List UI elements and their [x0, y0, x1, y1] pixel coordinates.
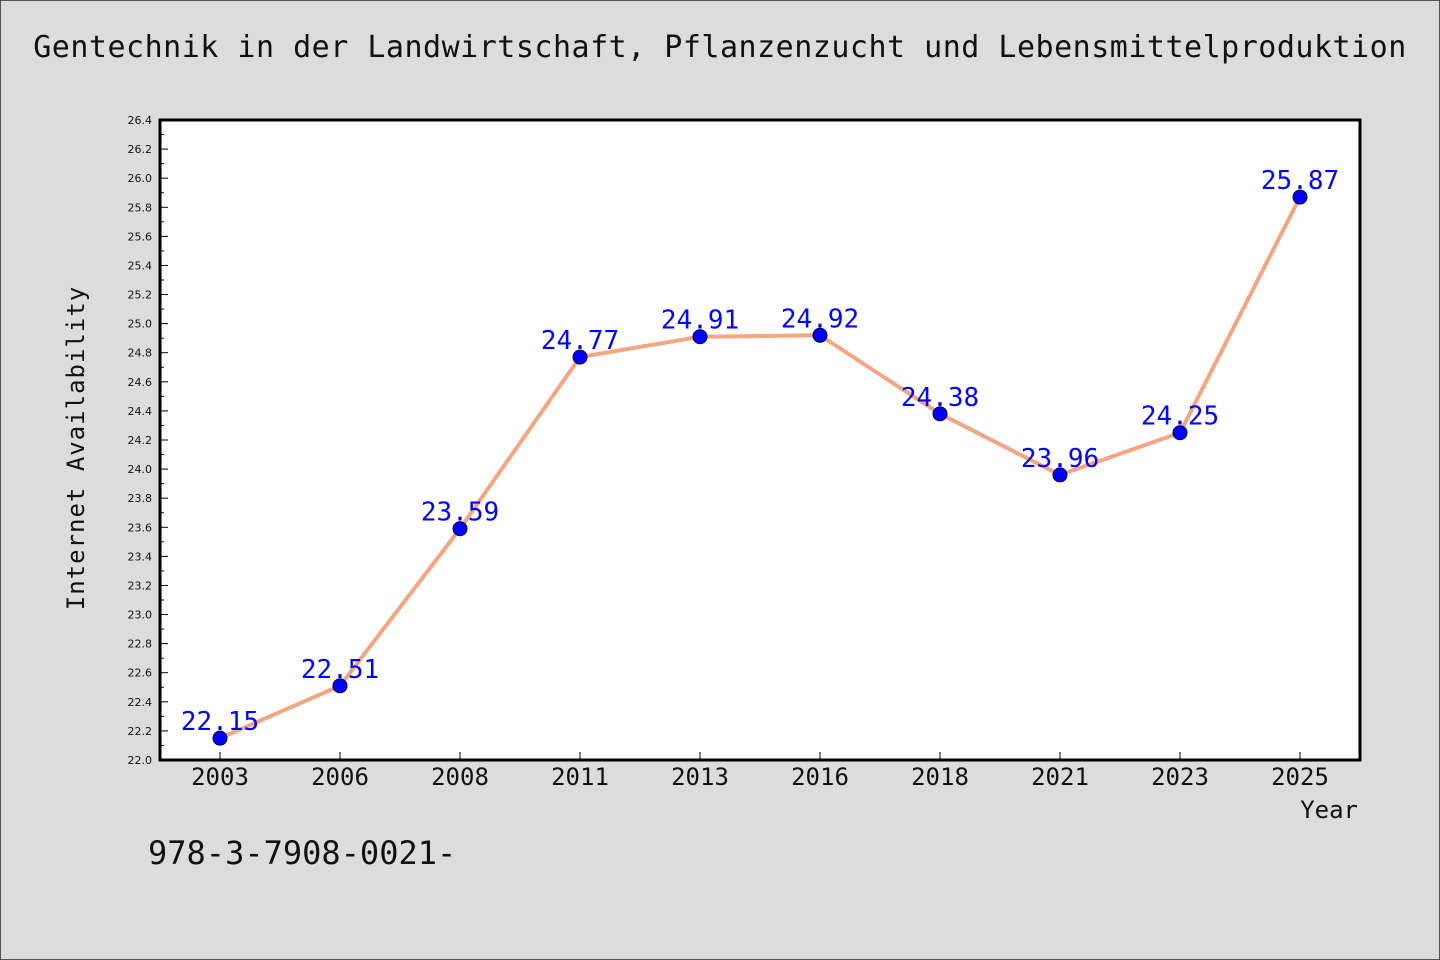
chart-title: Gentechnik in der Landwirtschaft, Pflanz… [33, 30, 1407, 65]
x-tick-label: 2006 [311, 763, 369, 791]
y-tick-label: 25.8 [128, 201, 153, 214]
data-point [572, 349, 588, 365]
y-tick-label: 23.0 [128, 609, 153, 622]
x-tick-label: 2003 [191, 763, 249, 791]
series-line [219, 196, 1302, 741]
data-point [212, 730, 228, 746]
data-label: 23.96 [1021, 444, 1099, 474]
data-label: 23.59 [421, 498, 499, 528]
data-point [1052, 467, 1068, 483]
footer-code: 978-3-7908-0021- [148, 834, 457, 872]
y-tick-label: 25.4 [128, 259, 153, 272]
y-tick-label: 23.4 [128, 550, 153, 563]
x-tick-label: 2018 [911, 763, 969, 791]
y-tick-label: 25.6 [128, 230, 153, 243]
x-tick-label: 2008 [431, 763, 489, 791]
x-tick-label: 2023 [1151, 763, 1209, 791]
x-tick-label: 2021 [1031, 763, 1089, 791]
data-point [332, 678, 348, 694]
y-tick-label: 23.8 [128, 492, 153, 505]
data-label: 24.91 [661, 306, 739, 336]
y-tick-label: 24.4 [128, 405, 153, 418]
data-point [932, 406, 948, 422]
y-tick-label: 22.4 [128, 696, 153, 709]
data-point [812, 327, 828, 343]
y-axis: 22.0 22.2 22.4 22.6 22.8 23.0 23.2 23.4 23.6 23.8… [128, 114, 168, 767]
y-tick-label: 26.4 [128, 114, 153, 127]
x-tick-label: 2013 [671, 763, 729, 791]
data-labels: 22.15 22.51 23.59 24.77 24.91 24.92 24.38 23.96… [181, 166, 1339, 737]
data-markers [212, 189, 1308, 746]
y-tick-label: 24.8 [128, 347, 153, 360]
y-tick-label: 23.6 [128, 521, 153, 534]
y-tick-label: 23.2 [128, 579, 153, 592]
x-axis: 2003 2006 2008 2011 2013 2016 2018 2021 2023 2025 [191, 752, 1329, 791]
x-tick-label: 2025 [1271, 763, 1329, 791]
y-tick-label: 22.2 [128, 725, 153, 738]
y-tick-label: 24.2 [128, 434, 153, 447]
x-tick-label: 2016 [791, 763, 849, 791]
data-label: 24.38 [901, 383, 979, 413]
y-tick-label: 22.6 [128, 667, 153, 680]
data-label: 24.92 [781, 304, 859, 334]
data-point [692, 329, 708, 345]
y-tick-label: 25.0 [128, 318, 153, 331]
data-point [1172, 425, 1188, 441]
x-axis-label: Year [1300, 796, 1358, 824]
x-tick-label: 2011 [551, 763, 609, 791]
y-tick-label: 24.0 [128, 463, 153, 476]
y-tick-label: 26.0 [128, 172, 153, 185]
data-label: 24.77 [541, 326, 619, 356]
data-point [1292, 189, 1308, 205]
y-tick-label: 22.8 [128, 638, 153, 651]
data-label: 22.15 [181, 707, 259, 737]
data-label: 24.25 [1141, 402, 1219, 432]
y-tick-label: 24.6 [128, 376, 153, 389]
data-label: 22.51 [301, 655, 379, 685]
y-tick-label: 25.2 [128, 289, 153, 302]
y-tick-label: 26.2 [128, 143, 153, 156]
data-label: 25.87 [1261, 166, 1339, 196]
data-point [452, 521, 468, 537]
y-tick-label: 22.0 [128, 754, 153, 767]
